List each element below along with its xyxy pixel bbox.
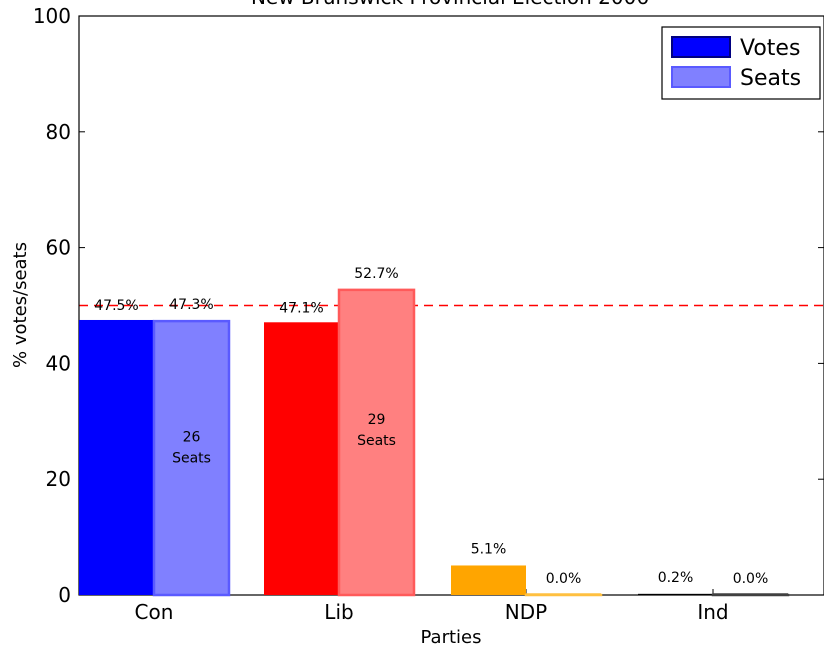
seat-count-label: Seats <box>172 450 211 466</box>
seat-count-label: 26 <box>183 429 201 445</box>
bars <box>79 288 790 597</box>
x-axis-label: Parties <box>421 627 482 645</box>
data-label: 47.5% <box>94 298 138 314</box>
legend-label-seats: Seats <box>740 66 801 91</box>
data-label: 0.0% <box>733 571 769 587</box>
data-label: 47.1% <box>279 300 323 316</box>
seat-count-label: Seats <box>357 433 396 449</box>
x-tick-label: Con <box>135 600 174 624</box>
legend: Votes Seats <box>661 26 821 100</box>
y-tick-label: 20 <box>46 467 71 491</box>
data-label: 5.1% <box>471 541 507 557</box>
y-tick-label: 80 <box>46 120 71 144</box>
x-tick-label: Lib <box>324 600 353 624</box>
legend-swatch-votes <box>671 36 731 58</box>
bar-seats-con <box>152 319 231 597</box>
seat-count-label: 29 <box>368 412 386 428</box>
bar-votes-ndp <box>451 565 526 595</box>
y-tick-label: 100 <box>33 4 71 28</box>
y-tick-label: 40 <box>46 351 71 375</box>
y-tick-label: 0 <box>58 583 71 607</box>
data-label: 0.0% <box>546 571 582 587</box>
chart-title: New Brunswick Provincial Election 2006 <box>251 0 649 9</box>
legend-label-votes: Votes <box>740 36 800 61</box>
y-tick-label: 60 <box>46 236 71 260</box>
data-label: 52.7% <box>354 266 398 282</box>
bar-votes-ind <box>638 593 713 595</box>
x-tick-label: NDP <box>505 600 547 624</box>
bar-votes-lib <box>264 322 339 595</box>
bar-votes-con <box>79 319 154 595</box>
x-tick-label: Ind <box>697 600 728 624</box>
y-axis-label: % votes/seats <box>10 242 31 368</box>
legend-swatch-seats <box>671 66 731 88</box>
bar-labels: 47.5% 47.1% 5.1% 0.2% 47.3% 26 Seats 52.7% 29 Sea… <box>94 266 768 587</box>
data-label: 47.3% <box>169 297 213 313</box>
data-label: 0.2% <box>658 570 694 586</box>
bar-seats-lib <box>337 288 416 597</box>
